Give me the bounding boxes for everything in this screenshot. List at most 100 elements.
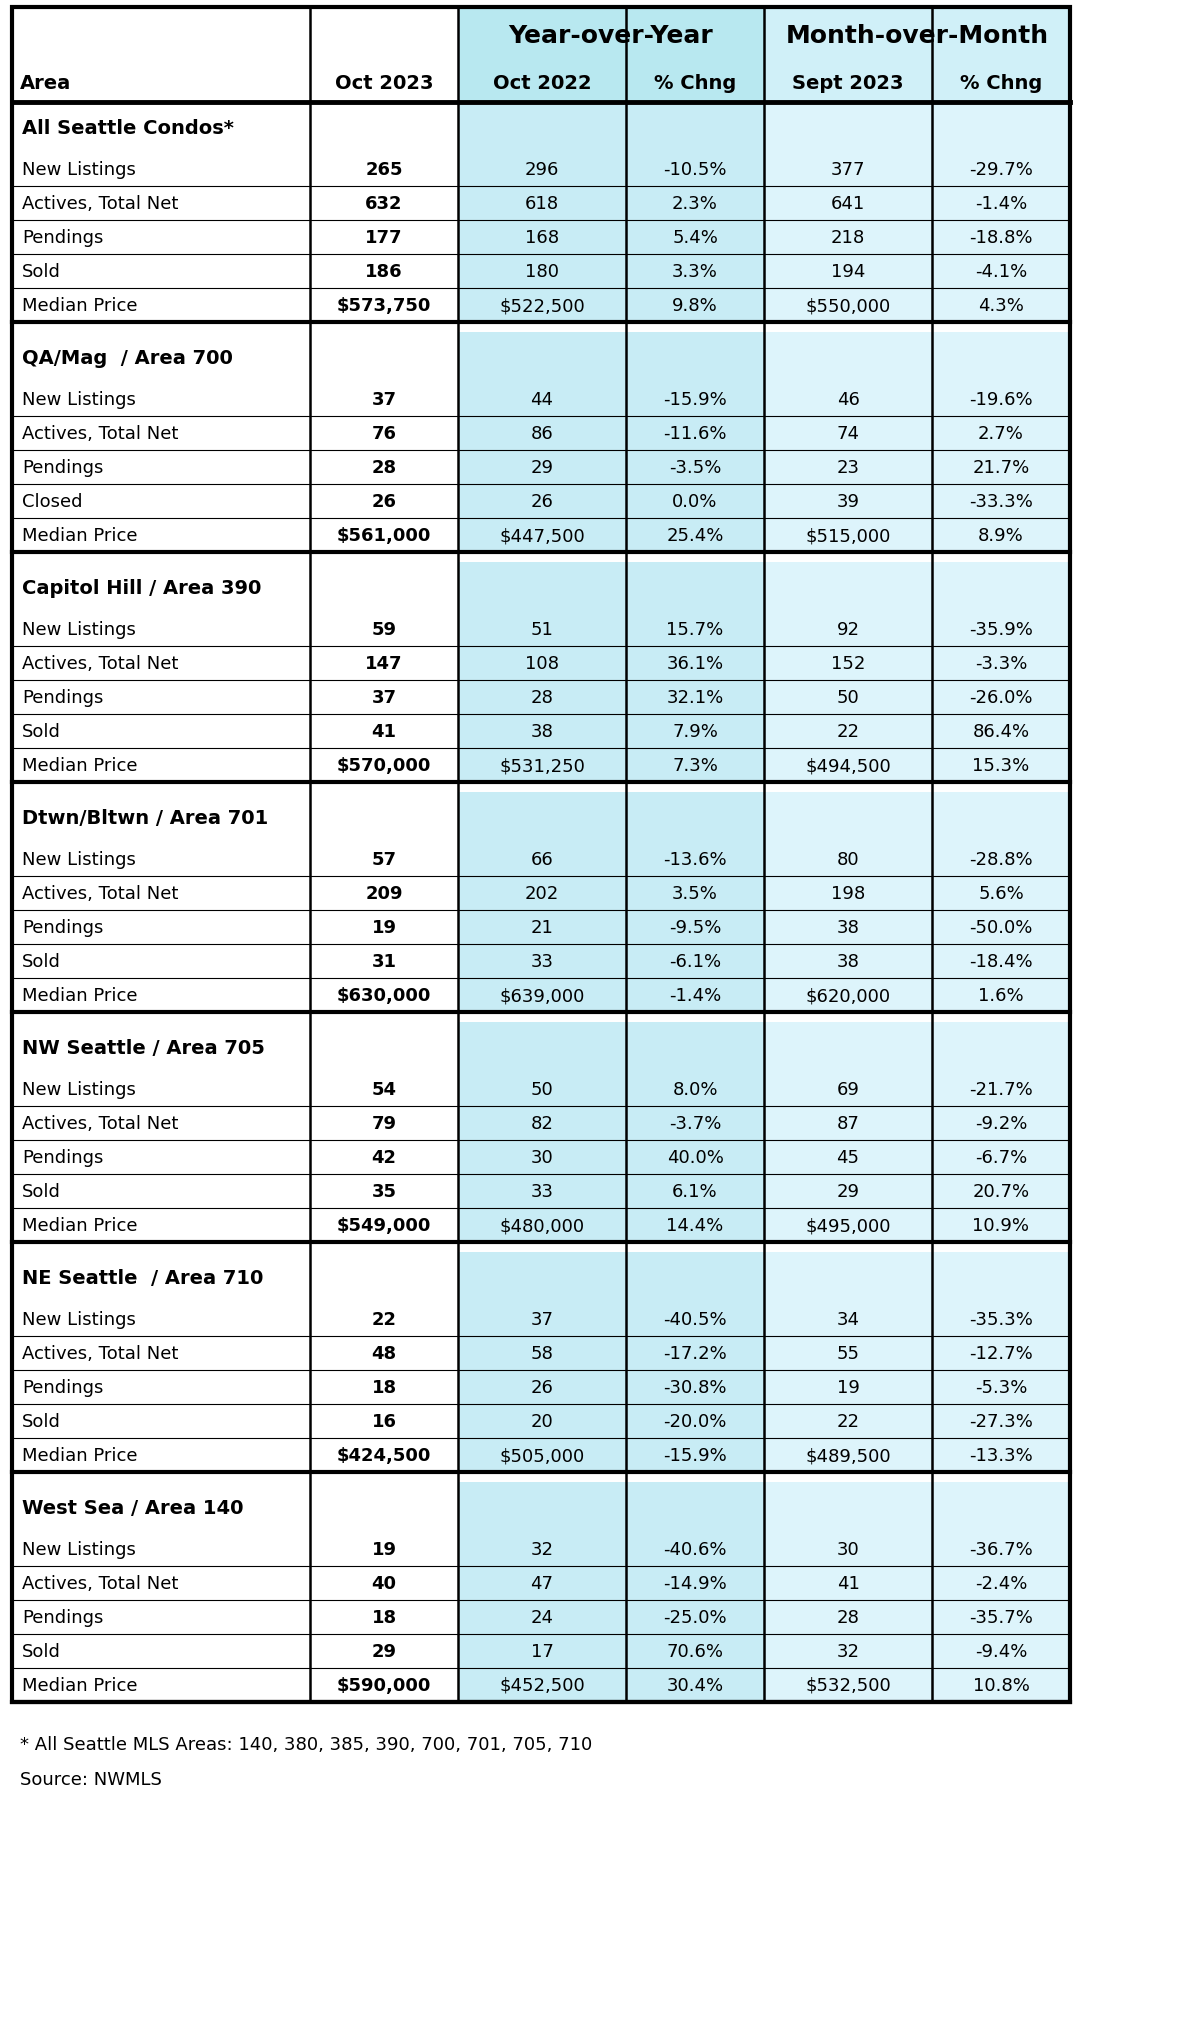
Text: -3.3%: -3.3% xyxy=(975,655,1027,674)
Bar xyxy=(764,1566,932,1600)
Text: 7.9%: 7.9% xyxy=(672,722,718,740)
Text: 82: 82 xyxy=(531,1115,554,1133)
Bar xyxy=(764,1208,932,1242)
Bar xyxy=(932,221,1070,255)
Text: 6.1%: 6.1% xyxy=(672,1181,718,1200)
Bar xyxy=(932,63,1070,103)
Bar xyxy=(12,334,310,382)
Text: 87: 87 xyxy=(836,1115,860,1133)
Bar xyxy=(310,186,458,221)
Text: -9.5%: -9.5% xyxy=(669,918,721,937)
Text: 5.6%: 5.6% xyxy=(978,884,1024,902)
Bar xyxy=(12,613,310,647)
Bar xyxy=(310,793,458,844)
Bar xyxy=(764,945,932,979)
Bar xyxy=(764,1337,932,1370)
Bar xyxy=(12,1370,310,1404)
Text: $550,000: $550,000 xyxy=(805,297,891,316)
Text: New Listings: New Listings xyxy=(22,390,136,409)
Bar xyxy=(310,382,458,417)
Text: 186: 186 xyxy=(365,263,403,281)
Text: 30: 30 xyxy=(837,1540,860,1558)
Text: -15.9%: -15.9% xyxy=(663,1446,727,1465)
Bar xyxy=(626,562,764,613)
Text: -19.6%: -19.6% xyxy=(969,390,1033,409)
Bar xyxy=(932,289,1070,324)
Bar xyxy=(458,186,626,221)
Bar xyxy=(12,154,310,186)
Bar xyxy=(12,63,310,103)
Text: 80: 80 xyxy=(837,850,859,868)
Bar xyxy=(458,221,626,255)
Text: West Sea / Area 140: West Sea / Area 140 xyxy=(22,1497,244,1517)
Text: 29: 29 xyxy=(836,1181,860,1200)
Text: 34: 34 xyxy=(836,1311,860,1329)
Text: 48: 48 xyxy=(372,1345,397,1361)
Bar xyxy=(764,8,1070,63)
Bar xyxy=(626,793,764,844)
Text: NE Seattle  / Area 710: NE Seattle / Area 710 xyxy=(22,1268,263,1287)
Bar xyxy=(626,1175,764,1208)
Text: 50: 50 xyxy=(837,688,860,706)
Text: 22: 22 xyxy=(836,1412,860,1430)
Bar xyxy=(764,417,932,451)
Bar xyxy=(458,8,764,63)
Bar xyxy=(310,103,458,154)
Text: Pendings: Pendings xyxy=(22,459,103,477)
Bar xyxy=(932,1566,1070,1600)
Bar xyxy=(458,844,626,876)
Bar xyxy=(12,979,310,1012)
Bar xyxy=(458,334,626,382)
Bar xyxy=(764,1600,932,1635)
Bar xyxy=(764,680,932,714)
Bar xyxy=(12,714,310,749)
Bar xyxy=(310,1438,458,1473)
Text: 29: 29 xyxy=(531,459,554,477)
Text: 108: 108 xyxy=(525,655,559,674)
Text: $531,250: $531,250 xyxy=(499,757,585,775)
Text: Sold: Sold xyxy=(22,1643,61,1661)
Text: 265: 265 xyxy=(365,162,403,178)
Text: 5.4%: 5.4% xyxy=(672,229,718,247)
Bar xyxy=(626,714,764,749)
Text: 209: 209 xyxy=(365,884,403,902)
Text: 38: 38 xyxy=(531,722,554,740)
Text: Actives, Total Net: Actives, Total Net xyxy=(22,425,178,443)
Bar xyxy=(626,1303,764,1337)
Bar xyxy=(458,63,626,103)
Bar xyxy=(764,1438,932,1473)
Text: -36.7%: -36.7% xyxy=(969,1540,1033,1558)
Bar xyxy=(764,793,932,844)
Bar xyxy=(764,844,932,876)
Text: 32.1%: 32.1% xyxy=(666,688,724,706)
Bar xyxy=(932,1175,1070,1208)
Text: Pendings: Pendings xyxy=(22,229,103,247)
Text: -18.4%: -18.4% xyxy=(969,953,1033,971)
Bar xyxy=(764,562,932,613)
Text: 38: 38 xyxy=(836,953,860,971)
Text: Area: Area xyxy=(20,73,72,93)
Bar xyxy=(458,876,626,910)
Text: 38: 38 xyxy=(836,918,860,937)
Text: -50.0%: -50.0% xyxy=(969,918,1032,937)
Text: -1.4%: -1.4% xyxy=(975,194,1027,212)
Text: $639,000: $639,000 xyxy=(499,987,585,1005)
Bar xyxy=(310,1141,458,1175)
Bar xyxy=(626,945,764,979)
Text: % Chng: % Chng xyxy=(654,73,736,93)
Text: 641: 641 xyxy=(831,194,865,212)
Bar xyxy=(458,793,626,844)
Text: 18: 18 xyxy=(372,1378,397,1396)
Text: 14.4%: 14.4% xyxy=(666,1216,724,1234)
Bar xyxy=(12,1337,310,1370)
Bar xyxy=(310,910,458,945)
Text: -2.4%: -2.4% xyxy=(975,1574,1027,1592)
Text: 18: 18 xyxy=(372,1608,397,1626)
Bar xyxy=(626,1337,764,1370)
Bar xyxy=(764,186,932,221)
Bar xyxy=(626,647,764,680)
Text: Sold: Sold xyxy=(22,722,61,740)
Text: $495,000: $495,000 xyxy=(805,1216,891,1234)
Text: 23: 23 xyxy=(836,459,860,477)
Text: -35.3%: -35.3% xyxy=(969,1311,1033,1329)
